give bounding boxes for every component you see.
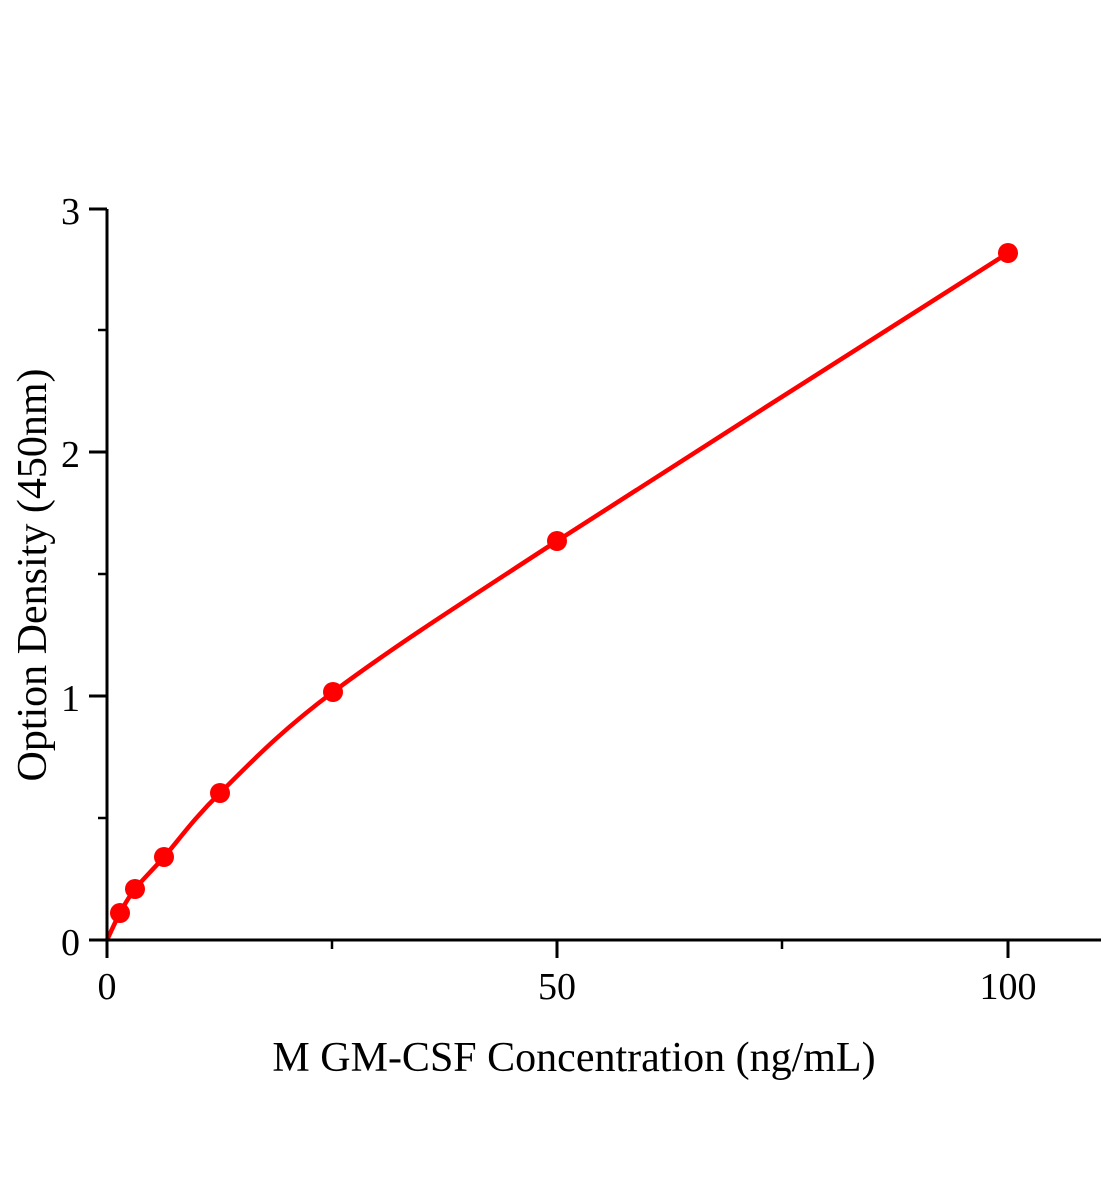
svg-text:Option Density (450nm): Option Density (450nm) bbox=[10, 369, 56, 782]
svg-text:50: 50 bbox=[538, 966, 576, 1008]
svg-text:1: 1 bbox=[61, 678, 80, 720]
svg-text:0: 0 bbox=[61, 922, 80, 964]
svg-text:100: 100 bbox=[980, 966, 1037, 1008]
svg-text:3: 3 bbox=[61, 191, 80, 233]
svg-text:2: 2 bbox=[61, 434, 80, 476]
svg-text:0: 0 bbox=[98, 966, 117, 1008]
svg-text:M GM-CSF Concentration (ng/mL): M GM-CSF Concentration (ng/mL) bbox=[272, 1035, 875, 1081]
